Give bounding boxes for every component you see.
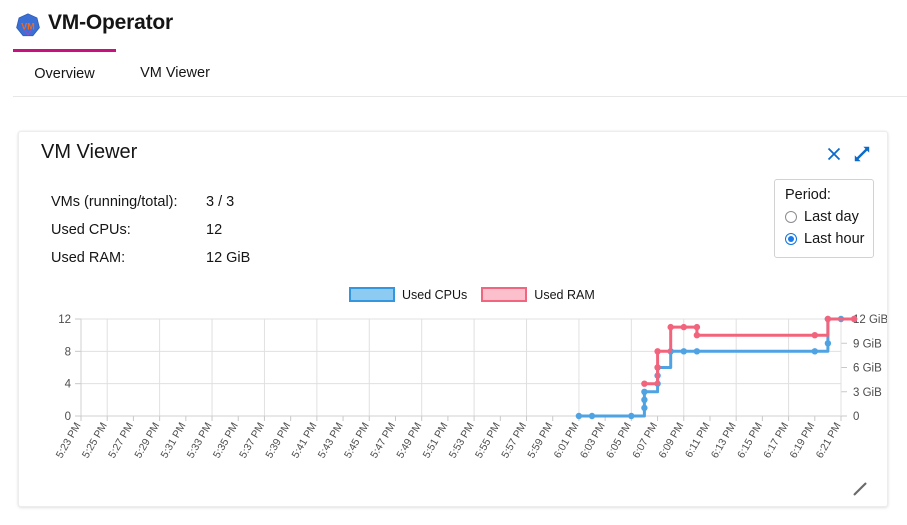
- y-axis-right-tick: 9 GiB: [853, 338, 882, 350]
- vm-stats-list: VMs (running/total): 3 / 3 Used CPUs: 12…: [51, 188, 250, 272]
- series-point[interactable]: [680, 348, 687, 355]
- series-point[interactable]: [811, 348, 818, 355]
- tab-overview[interactable]: Overview: [13, 49, 116, 96]
- stat-label-vms: VMs (running/total):: [51, 194, 178, 210]
- series-point[interactable]: [575, 412, 583, 420]
- x-axis-tick: 6:09 PM: [656, 421, 686, 461]
- stat-row-cpus: Used CPUs: 12: [51, 216, 250, 244]
- series-point[interactable]: [641, 396, 648, 403]
- stat-value-cpus: 12: [206, 222, 223, 238]
- period-selector: Period: Last day Last hour: [774, 179, 874, 258]
- stat-value-vms: 3 / 3: [206, 194, 235, 210]
- vm-viewer-card: VM Viewer VMs (running/total): 3 / 3 Use…: [18, 131, 888, 507]
- radio-last-day[interactable]: [785, 211, 797, 223]
- y-axis-right-tick: 12 GiB: [853, 314, 887, 326]
- y-axis-left-tick: 4: [65, 379, 72, 391]
- legend-label-used-ram: Used RAM: [534, 287, 595, 302]
- series-point[interactable]: [641, 404, 648, 412]
- series-point[interactable]: [641, 380, 648, 387]
- tab-vm-viewer[interactable]: VM Viewer: [116, 49, 234, 96]
- period-option-last-day-label: Last day: [804, 209, 859, 225]
- period-option-last-hour[interactable]: Last hour: [785, 228, 873, 250]
- resize-grip-icon[interactable]: [851, 480, 869, 498]
- series-point[interactable]: [588, 412, 596, 420]
- period-title: Period:: [785, 187, 831, 203]
- expand-icon[interactable]: [853, 145, 871, 163]
- tab-bar-divider: [13, 96, 907, 97]
- series-point[interactable]: [693, 332, 701, 339]
- legend-swatch-used-ram: [481, 287, 528, 302]
- y-axis-right-tick: 0: [853, 411, 859, 423]
- series-point[interactable]: [680, 323, 687, 331]
- x-axis-tick: 6:21 PM: [814, 421, 844, 461]
- chart-legend: Used CPUs Used RAM: [349, 287, 595, 302]
- tab-overview-label: Overview: [34, 66, 95, 82]
- tab-bar: Overview VM Viewer: [0, 49, 907, 97]
- stat-row-vms: VMs (running/total): 3 / 3: [51, 188, 250, 216]
- series-point[interactable]: [641, 388, 648, 395]
- series-point[interactable]: [693, 348, 701, 355]
- series-point[interactable]: [654, 364, 661, 371]
- series-point[interactable]: [654, 348, 661, 355]
- vm-operator-logo-icon: VM: [16, 13, 40, 37]
- stat-row-ram: Used RAM: 12 GiB: [51, 244, 250, 272]
- stat-label-cpus: Used CPUs:: [51, 222, 131, 238]
- close-icon[interactable]: [825, 145, 843, 163]
- series-point[interactable]: [824, 315, 832, 323]
- stat-label-ram: Used RAM:: [51, 250, 126, 266]
- stat-value-ram: 12 GiB: [206, 250, 251, 266]
- series-point[interactable]: [850, 315, 858, 323]
- legend-label-used-cpus: Used CPUs: [402, 287, 468, 302]
- series-point[interactable]: [628, 412, 635, 420]
- legend-item-used-ram[interactable]: Used RAM: [481, 287, 595, 302]
- app-header: VM VM-Operator: [0, 0, 907, 49]
- series-point[interactable]: [667, 323, 674, 331]
- legend-swatch-used-cpus: [349, 287, 395, 302]
- tab-vm-viewer-label: VM Viewer: [140, 64, 210, 81]
- y-axis-right-tick: 3 GiB: [853, 387, 882, 399]
- y-axis-right-tick: 6 GiB: [853, 363, 882, 375]
- app-title: VM-Operator: [48, 11, 173, 34]
- card-actions: [825, 145, 871, 163]
- legend-item-used-cpus[interactable]: Used CPUs: [349, 287, 467, 302]
- y-axis-left-tick: 12: [58, 314, 71, 326]
- series-point[interactable]: [824, 340, 832, 347]
- period-option-last-day[interactable]: Last day: [785, 206, 873, 228]
- radio-last-hour[interactable]: [785, 233, 797, 245]
- card-title: VM Viewer: [41, 141, 138, 163]
- y-axis-left-tick: 0: [65, 411, 71, 423]
- series-point[interactable]: [693, 323, 701, 331]
- usage-chart: Used CPUs Used RAM 0 4 8 12 0 3 GiB 6 GiB 9 GiB…: [19, 287, 887, 477]
- period-option-last-hour-label: Last hour: [804, 231, 865, 247]
- svg-text:VM: VM: [21, 21, 34, 31]
- y-axis-left-tick: 8: [65, 346, 71, 358]
- series-point[interactable]: [811, 332, 818, 339]
